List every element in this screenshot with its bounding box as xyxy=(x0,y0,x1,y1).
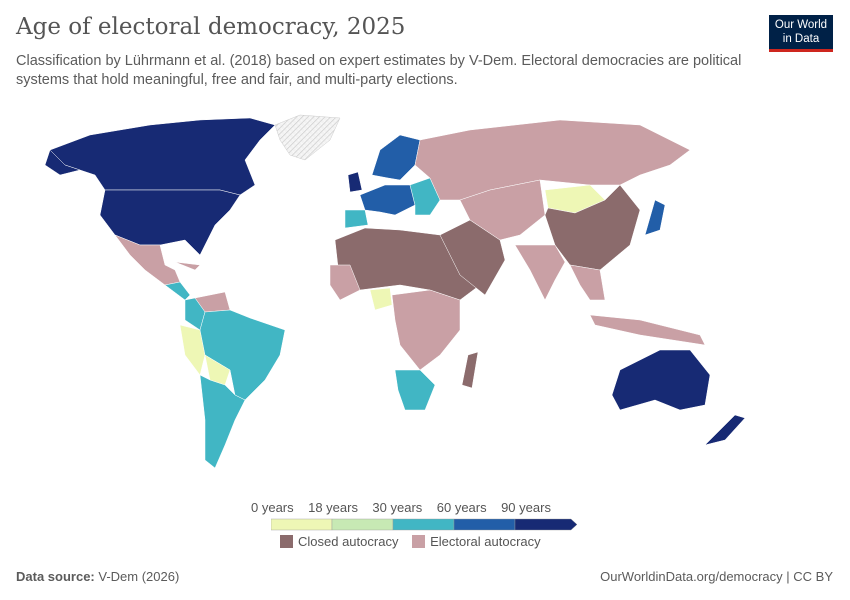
data-source-value: V-Dem (2026) xyxy=(98,569,180,584)
legend-categories: Closed autocracy Electoral autocracy xyxy=(280,534,595,551)
country-canada[interactable] xyxy=(49,117,276,196)
country-central-asia[interactable] xyxy=(459,179,546,241)
country-western-europe[interactable] xyxy=(359,184,416,216)
country-new-zealand[interactable] xyxy=(704,414,746,446)
country-south-africa[interactable] xyxy=(394,369,436,411)
country-australia[interactable] xyxy=(611,349,711,411)
legend-bin-swatch[interactable] xyxy=(392,518,455,531)
legend-bin-label: 0 years xyxy=(251,500,294,515)
world-map[interactable] xyxy=(0,105,850,495)
country-indonesia[interactable] xyxy=(589,314,706,346)
data-source: Data source: V-Dem (2026) xyxy=(16,569,179,584)
country-central-america[interactable] xyxy=(164,281,191,301)
country-india[interactable] xyxy=(514,244,566,301)
country-cuba[interactable] xyxy=(174,261,201,271)
legend-bin-labels: 0 years 18 years 30 years 60 years 90 ye… xyxy=(251,500,551,515)
footer-url[interactable]: OurWorldinData.org/democracy | CC BY xyxy=(600,569,833,584)
country-russia[interactable] xyxy=(414,119,691,201)
country-japan[interactable] xyxy=(644,199,666,236)
country-madagascar[interactable] xyxy=(461,351,479,389)
country-iberia[interactable] xyxy=(344,209,369,229)
legend-category-label: Closed autocracy xyxy=(298,534,399,549)
legend-bin-label: 90 years xyxy=(501,500,551,515)
country-nigeria[interactable] xyxy=(369,287,393,311)
page-title: Age of electoral democracy, 2025 xyxy=(16,14,406,40)
legend-bin-label: 18 years xyxy=(308,500,358,515)
country-brazil[interactable] xyxy=(199,309,286,401)
page-subtitle: Classification by Lührmann et al. (2018)… xyxy=(16,53,742,88)
legend-bin-swatch[interactable] xyxy=(453,518,516,531)
data-source-label: Data source: xyxy=(16,569,95,584)
country-argentina-chile[interactable] xyxy=(199,374,246,469)
country-central-africa[interactable] xyxy=(391,289,461,371)
country-west-africa[interactable] xyxy=(329,264,361,301)
legend-swatch xyxy=(412,535,426,548)
country-peru[interactable] xyxy=(179,324,206,376)
legend-swatch xyxy=(280,535,293,548)
legend-bin-label: 60 years xyxy=(436,500,487,515)
legend-bin-swatch[interactable] xyxy=(331,518,394,531)
legend-category-closed[interactable]: Closed autocracy xyxy=(280,534,398,549)
legend-category-label: Electoral autocracy xyxy=(430,534,541,549)
country-scandinavia[interactable] xyxy=(371,134,421,181)
country-china[interactable] xyxy=(544,184,641,271)
owid-logo[interactable]: Our World in Data xyxy=(769,15,833,52)
country-mexico[interactable] xyxy=(114,234,181,286)
country-se-asia[interactable] xyxy=(569,264,606,301)
legend-category-electoral[interactable]: Electoral autocracy xyxy=(412,534,541,549)
map-legend: 0 years 18 years 30 years 60 years 90 ye… xyxy=(245,500,595,550)
country-uk[interactable] xyxy=(347,171,363,193)
legend-bin-swatch[interactable] xyxy=(271,518,333,531)
legend-bin-swatch[interactable] xyxy=(514,518,578,531)
legend-color-bar xyxy=(271,518,578,531)
country-greenland[interactable] xyxy=(274,114,341,161)
country-usa[interactable] xyxy=(99,189,241,256)
country-alaska[interactable] xyxy=(44,149,81,176)
legend-bin-label: 30 years xyxy=(372,500,423,515)
